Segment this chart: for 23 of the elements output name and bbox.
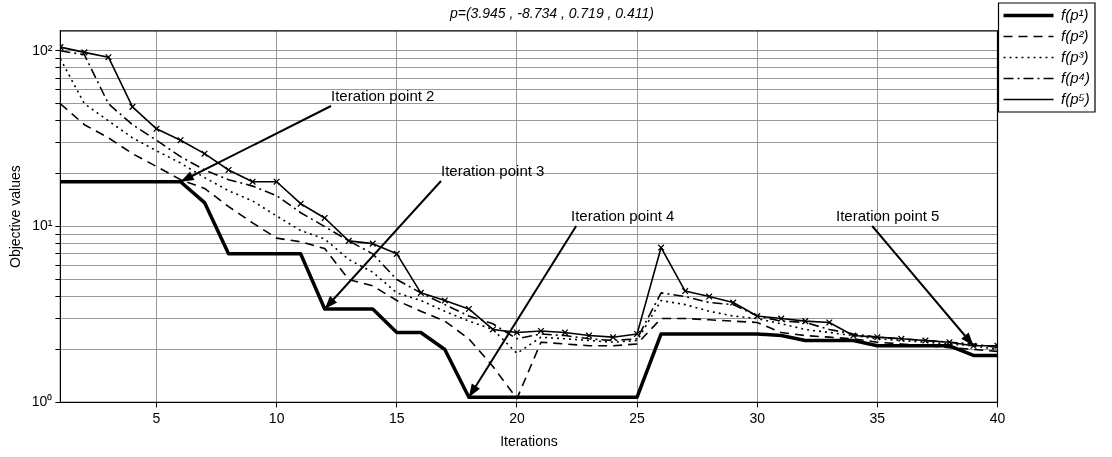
annotation: Iteration point 3: [441, 162, 545, 180]
x-axis-title: Iterations: [500, 433, 558, 450]
chart-title: p=(3.945 , -8.734 , 0.719 , 0.411): [448, 5, 655, 22]
x-tick-label: 40: [989, 409, 1006, 426]
legend-label: f(p³): [1061, 47, 1089, 65]
annotation: Iteration point 2: [331, 87, 435, 105]
x-tick-label: 20: [509, 409, 525, 426]
annotation: Iteration point 4: [571, 207, 675, 225]
y-tick-label: 10²: [32, 41, 53, 58]
legend-label: f(p⁴): [1061, 68, 1090, 86]
legend-label: f(p¹): [1061, 5, 1089, 23]
x-tick-label: 35: [869, 409, 886, 426]
x-tick-label: 10: [268, 409, 285, 426]
legend-label: f(p⁵): [1061, 89, 1090, 107]
legend-label: f(p²): [1061, 26, 1089, 44]
y-tick-label: 10¹: [32, 217, 53, 234]
x-tick-label: 25: [629, 409, 646, 426]
y-axis-title: Objective values: [7, 165, 24, 268]
x-tick-label: 30: [749, 409, 766, 426]
y-tick-label: 10⁰: [31, 393, 53, 410]
annotation: Iteration point 5: [836, 207, 940, 225]
x-tick-label: 5: [152, 409, 161, 426]
x-tick-label: 15: [388, 409, 405, 426]
